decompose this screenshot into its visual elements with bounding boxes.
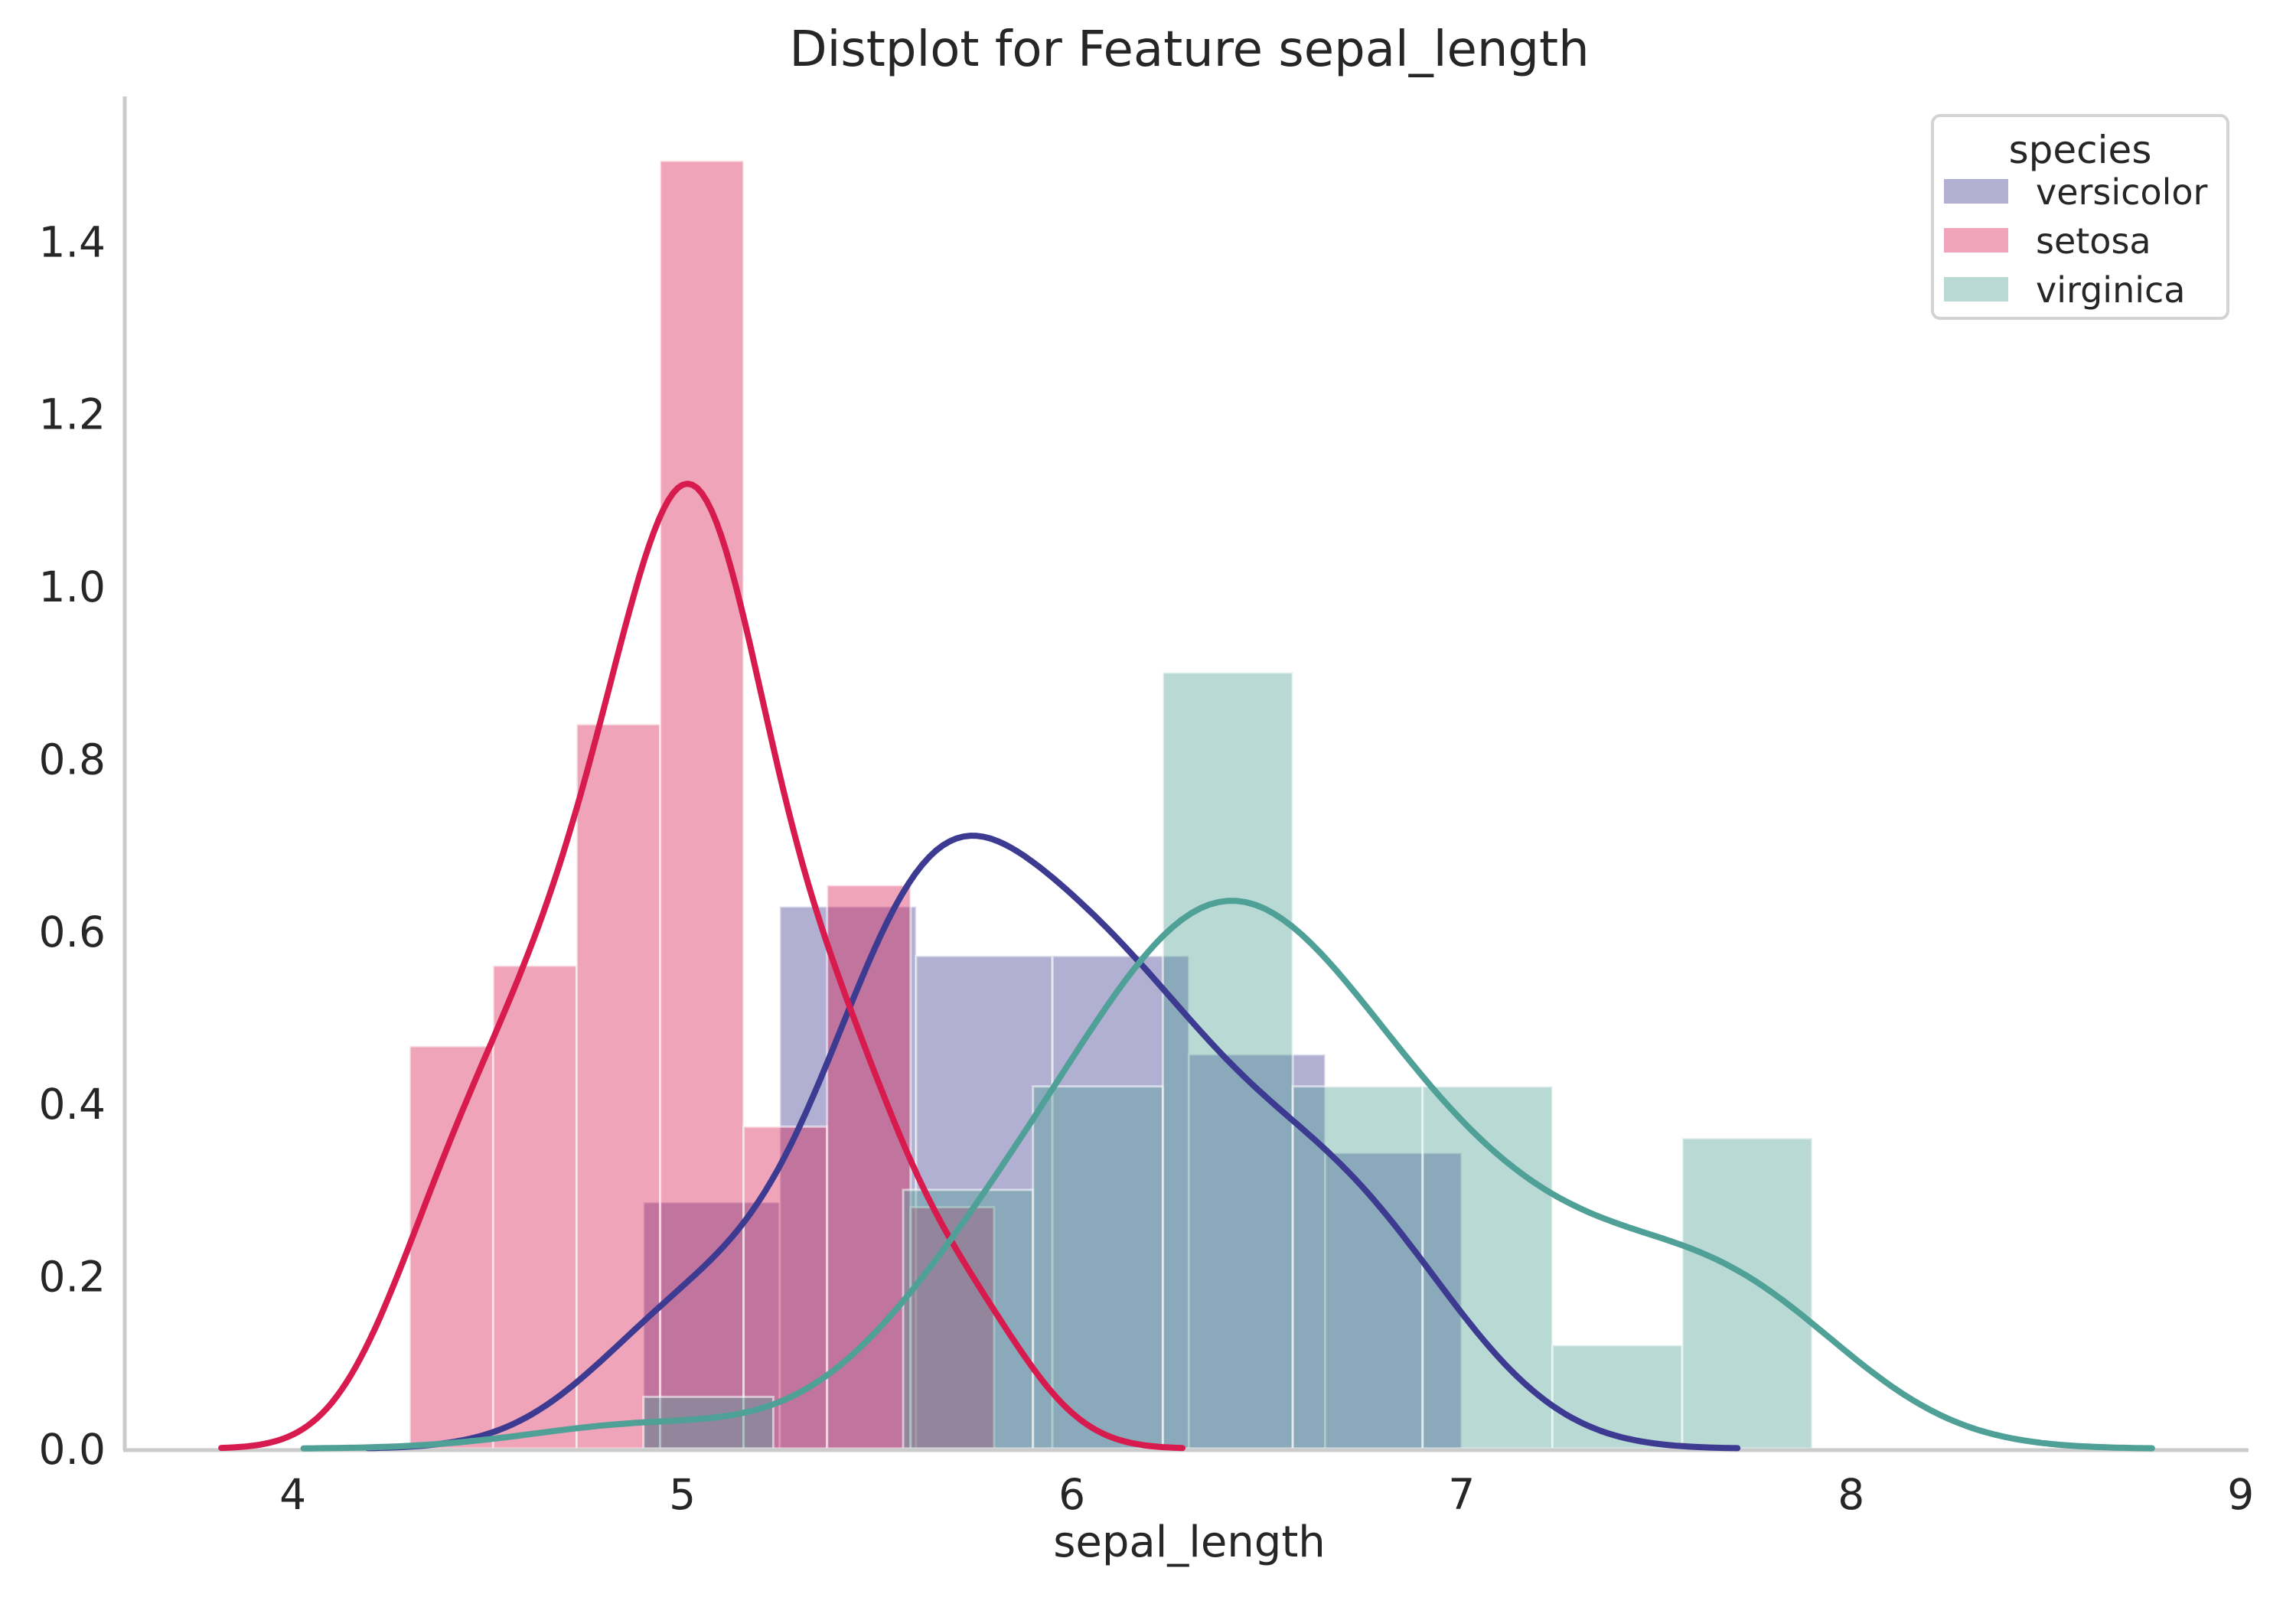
hist-bar-setosa: [408, 1045, 494, 1450]
hist-bar-versicolor: [1187, 1053, 1327, 1450]
x-tick-label: 9: [2227, 1470, 2254, 1519]
hist-bar-virginica: [1291, 1085, 1424, 1450]
kde-curves-layer: [218, 481, 2155, 1452]
legend-swatch-virginica: [1944, 277, 2008, 302]
y-tick-label: 0.4: [39, 1080, 106, 1129]
y-tick-label: 0.2: [39, 1253, 106, 1302]
legend-label-versicolor: versicolor: [2036, 171, 2208, 213]
x-tick-label: 4: [279, 1470, 306, 1519]
x-tick-label: 6: [1058, 1470, 1085, 1519]
hist-bar-setosa: [659, 159, 745, 1450]
y-tick-label: 0.8: [39, 735, 106, 784]
hist-bar-versicolor: [1324, 1152, 1463, 1450]
y-tick-label: 0.0: [39, 1425, 106, 1474]
chart-title: Distplot for Feature sepal_length: [789, 21, 1589, 78]
hist-bar-setosa: [576, 722, 662, 1450]
legend: species versicolor setosa virginica: [1931, 114, 2229, 320]
y-tick-label: 1.4: [39, 217, 106, 266]
legend-swatch-versicolor: [1944, 179, 2008, 204]
hist-bar-setosa: [491, 964, 579, 1450]
legend-title: species: [2009, 128, 2152, 172]
x-axis-label: sepal_length: [1053, 1517, 1326, 1567]
legend-label-virginica: virginica: [2036, 269, 2186, 311]
hist-bar-versicolor: [1051, 954, 1190, 1450]
x-tick-label: 5: [669, 1470, 696, 1519]
tick-labels-layer: 4 5 6 7 8 9 0.0 0.2 0.4 0.6 0.8 1.0 1.2 1.4: [39, 217, 2255, 1519]
hist-bar-virginica: [902, 1188, 1035, 1450]
x-tick-label: 7: [1448, 1470, 1475, 1519]
y-tick-label: 0.6: [39, 908, 106, 957]
kde-curve-setosa: [218, 481, 1186, 1452]
axes-spines-layer: [122, 96, 2249, 1452]
kde-curve-versicolor: [364, 833, 1741, 1452]
kde-curve-virginica: [300, 898, 2155, 1452]
legend-box: [1931, 114, 2229, 320]
hist-bar-virginica: [1681, 1136, 1814, 1450]
x-tick-label: 8: [1838, 1470, 1864, 1519]
y-tick-label: 1.2: [39, 390, 106, 439]
y-tick-label: 1.0: [39, 562, 106, 611]
histogram-bars-layer: [408, 159, 1814, 1450]
legend-label-setosa: setosa: [2036, 220, 2151, 262]
legend-swatch-setosa: [1944, 228, 2008, 253]
